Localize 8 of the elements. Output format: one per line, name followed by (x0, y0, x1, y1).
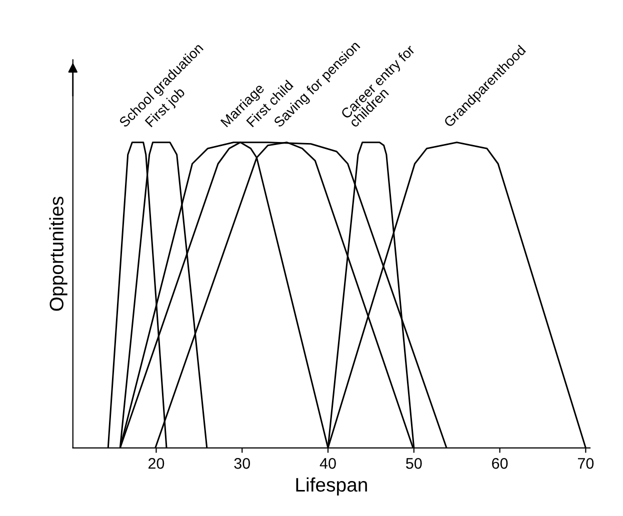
x-tick-label: 20 (148, 458, 164, 469)
x-tick-label: 40 (320, 458, 336, 469)
y-axis-title: Opportunities (49, 196, 68, 311)
x-axis-title: Lifespan (296, 477, 367, 496)
x-tick-label: 60 (492, 458, 508, 469)
x-tick-label: 50 (406, 458, 422, 469)
x-tick-label: 30 (234, 458, 250, 469)
x-tick-label: 70 (578, 458, 594, 469)
